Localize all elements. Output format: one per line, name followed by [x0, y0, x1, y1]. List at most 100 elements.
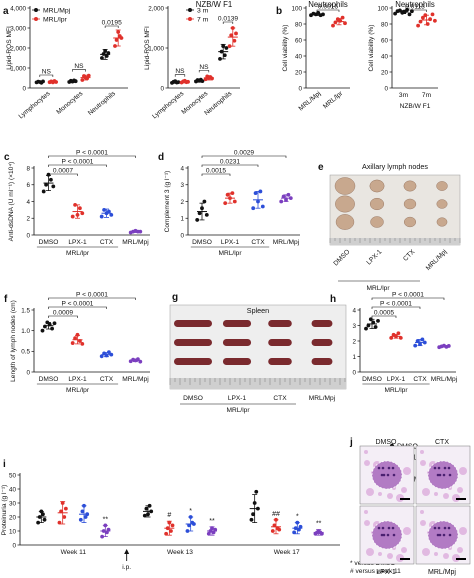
data-point [49, 177, 53, 182]
y-tick-label: 0.5 [21, 349, 30, 356]
data-point [109, 213, 114, 217]
nucleus [381, 526, 385, 530]
photo-column-label: MRL/Mpj [309, 395, 336, 402]
x-category-label: Week 13 [167, 549, 193, 556]
data-point [252, 501, 257, 505]
data-point [106, 51, 111, 55]
data-point [260, 204, 265, 209]
y-axis-label: Complement 3 (g l⁻¹) [164, 171, 171, 233]
data-point [281, 194, 286, 199]
nucleus [433, 526, 437, 530]
nucleus [437, 466, 441, 470]
footnote: # versus week 11 [350, 568, 401, 575]
spleen-sample [268, 339, 292, 346]
y-tick-label: 4 [180, 165, 184, 172]
y-tick-label: 0 [384, 85, 388, 92]
significance-label: 0.0139 [218, 16, 239, 23]
nucleus [386, 533, 390, 537]
data-point [78, 517, 83, 522]
y-tick-label: 0 [22, 85, 26, 92]
tissue-texture [434, 492, 438, 496]
nucleus [387, 526, 391, 530]
nucleus [436, 473, 440, 477]
spleen-sample [222, 358, 252, 365]
data-point [44, 182, 48, 187]
data-point [60, 501, 65, 505]
spleen-sample [222, 339, 252, 346]
lymph-node [404, 216, 417, 228]
data-point [54, 80, 58, 84]
x-category-label: MRL/Mpj [431, 376, 458, 383]
spleen-sample [311, 358, 333, 365]
data-point [116, 30, 121, 34]
scale-bar [456, 498, 466, 500]
panel-label: j [349, 437, 353, 448]
lymph-node [403, 198, 417, 210]
data-point [258, 189, 263, 194]
data-point [218, 57, 222, 61]
data-point [59, 509, 63, 514]
tissue-texture [459, 467, 467, 475]
y-axis-label: Cell viability (%) [368, 25, 375, 72]
x-category-label: Week 17 [274, 549, 300, 556]
data-point [340, 15, 345, 20]
data-point [420, 337, 425, 342]
y-tick-label: 1,000 [148, 45, 164, 52]
y-tick-label: 6 [26, 182, 30, 189]
y-tick-label: 0 [298, 85, 302, 92]
nucleus [382, 473, 386, 477]
data-point [62, 515, 67, 519]
tissue-texture [420, 460, 426, 466]
group-label: MRL/lpr [226, 407, 250, 414]
y-tick-label: 30 [9, 500, 17, 507]
arrow-head [124, 549, 130, 554]
data-point [319, 531, 324, 536]
y-tick-label: 20 [295, 69, 303, 76]
tissue-texture [364, 520, 370, 526]
tissue-texture [366, 548, 374, 556]
data-point [295, 520, 300, 525]
photo-column-label: DMSO [332, 248, 351, 267]
data-point [200, 206, 204, 211]
data-point [40, 328, 45, 333]
data-point [52, 321, 57, 326]
tissue-texture [457, 487, 463, 493]
data-point [146, 512, 150, 517]
data-point [277, 527, 282, 532]
spleen-sample [311, 339, 333, 346]
significance-bracket [316, 9, 340, 12]
legend-label: 3 m [197, 8, 209, 15]
data-point [103, 49, 108, 53]
data-point [223, 201, 228, 206]
data-point [80, 211, 85, 216]
y-tick-label: 20 [9, 514, 17, 521]
data-point [169, 529, 173, 533]
data-point [293, 526, 298, 531]
photo-column-label: LPX-1 [228, 395, 247, 402]
data-point [297, 527, 301, 532]
data-point [138, 359, 143, 364]
chart-h: 01234Length of spleen (cm)hDMSOLPX-1CTXM… [330, 292, 458, 395]
significance-bracket [104, 25, 119, 28]
data-point [176, 80, 181, 85]
y-tick-label: 0 [180, 232, 184, 239]
data-point [101, 529, 106, 533]
photo-column-label: CTX [273, 395, 287, 402]
y-tick-label: 40 [9, 486, 17, 493]
chart-title: Neutrophils [395, 0, 435, 9]
tissue-texture [387, 553, 393, 559]
y-tick-label: 3 [352, 323, 356, 330]
chart-b1: 0 20 40 60 80 100 Cell viability (%) b Neutrophi… [276, 0, 350, 112]
x-category-label: CTX [413, 376, 427, 383]
significance-label: P < 0.0001 [62, 159, 94, 166]
data-point [286, 192, 291, 197]
data-point [106, 527, 111, 532]
spleen-sample [174, 358, 212, 365]
data-point [85, 76, 90, 81]
significance-bracket [403, 9, 427, 12]
significance-bracket [201, 173, 231, 176]
data-point [249, 517, 254, 522]
data-point [421, 15, 425, 20]
histology-label: MRL/Mpj [428, 569, 456, 576]
